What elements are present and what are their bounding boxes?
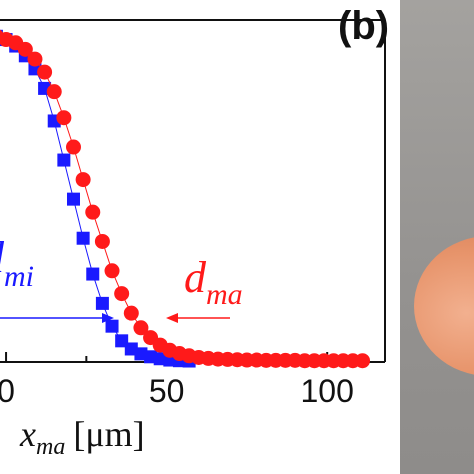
data-point-circle [56,110,72,126]
d-ma-arrowhead [166,313,178,323]
d-ma-subscript: ma [206,278,243,311]
d-mi-subscript: mi [4,260,34,293]
data-point-circle [104,263,120,279]
x-tick-label: 50 [149,373,185,409]
data-point-circle [94,233,110,249]
data-point-circle [65,139,81,155]
photo-panel [400,0,474,474]
data-point-circle [133,320,149,336]
data-point-circle [123,305,139,321]
data-point-square [66,192,80,206]
data-point-circle [17,41,33,57]
series-d_mi [0,29,196,368]
axis-layer: 0 50 100 [0,19,386,409]
x-axis-symbol: x [19,414,36,454]
series-d_ma [0,29,371,369]
d-ma-symbol: d [184,253,207,302]
d-mi-label: dmi [0,233,34,293]
data-point-square [57,153,71,167]
x-axis-subscript: ma [36,434,65,460]
data-point-circle [355,353,371,369]
data-point-circle [114,286,130,302]
x-axis-unit: [μm] [73,414,144,454]
d-mi-symbol: d [0,233,5,282]
x-tick-label: 100 [300,373,353,409]
series-line [0,36,190,362]
data-point-square [76,231,90,245]
data-point-square [105,319,119,333]
annotation-layer: dmi dma [0,233,243,323]
series-layer [0,29,371,369]
data-point-circle [46,84,62,100]
data-point-square [86,267,100,281]
d-mi-arrowhead [102,313,114,323]
data-point-circle [27,51,43,67]
panel-label: (b) [338,4,390,48]
sample-disc-image [414,236,474,376]
data-point-square [95,296,109,310]
x-tick-label: 0 [0,373,15,409]
d-ma-label: dma [184,253,243,311]
data-point-circle [85,204,101,220]
x-axis-label: xma [μm] [19,414,145,460]
data-point-circle [75,172,91,188]
data-point-circle [37,64,53,80]
